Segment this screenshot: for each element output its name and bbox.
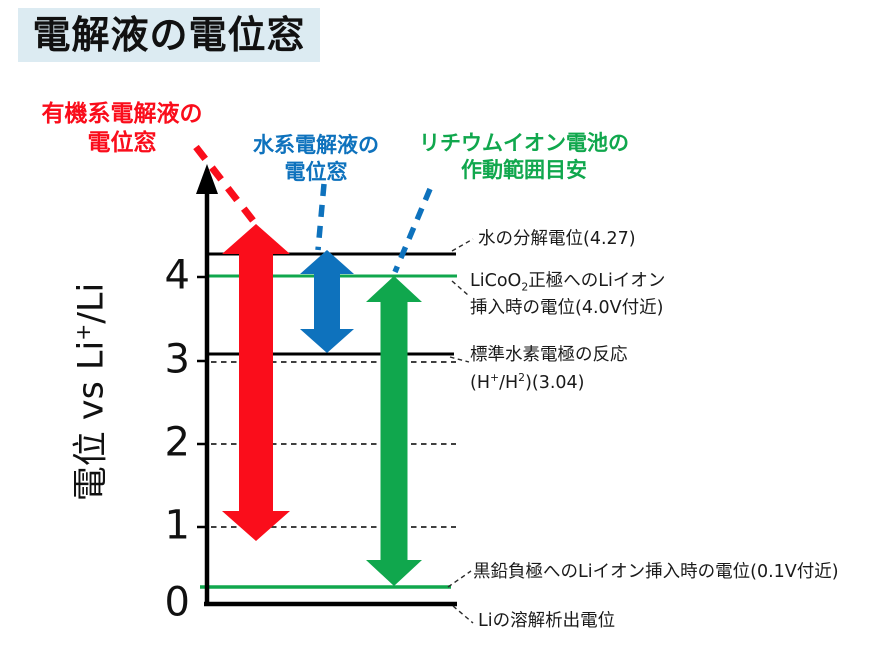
- annotation-graphite: 黒鉛負極へのLiイオン挿入時の電位(0.1V付近): [473, 562, 839, 582]
- annotation-she-line2: (H+/H2)(3.04): [470, 367, 628, 394]
- y-tick-2: 2: [164, 419, 190, 466]
- annotation-licoo2-line1: LiCoO2正極へのLiイオン: [470, 271, 665, 298]
- y-tick-4: 4: [164, 252, 190, 299]
- annotation-licoo2-sub: 2: [521, 280, 529, 294]
- aqueous-window-arrow: [300, 250, 354, 353]
- annotation-li-dissolution: Liの溶解析出電位: [478, 611, 616, 631]
- callout-licoo2: [451, 280, 469, 296]
- legend-organic-line1: 有機系電解液の: [41, 101, 203, 127]
- legend-organic-electrolyte: 有機系電解液の 電位窓: [24, 100, 220, 159]
- annotation-water-decomposition: 水の分解電位(4.27): [478, 229, 636, 249]
- y-tick-1: 1: [164, 502, 190, 549]
- legend-aqueous-line2: 電位窓: [284, 159, 348, 184]
- annotation-she-l2p2: /H: [499, 372, 519, 393]
- legend-aqueous-line1: 水系電解液の: [253, 133, 379, 157]
- callout-graphite: [447, 570, 472, 588]
- annotation-she-sup1: +: [490, 370, 500, 384]
- annotation-licoo2: LiCoO2正極へのLiイオン 挿入時の電位(4.0V付近): [470, 271, 665, 320]
- legend-organic-line2: 電位窓: [87, 130, 157, 157]
- aqueous-leader-dash: [315, 183, 327, 251]
- y-axis-arrowhead-icon: [196, 164, 218, 194]
- page-title: 電解液の電位窓: [18, 8, 320, 62]
- annotation-she-line1: 標準水素電極の反応: [470, 345, 628, 365]
- legend-li-ion-line1: リチウムイオン電池の: [419, 131, 629, 155]
- callout-she: [449, 356, 470, 363]
- y-tick-0: 0: [164, 579, 190, 626]
- annotation-licoo2-p2: 正極へのLiイオン: [528, 271, 666, 291]
- y-axis-title-superscript: +: [70, 323, 95, 341]
- y-axis-title-suffix: /Li: [71, 282, 112, 324]
- annotation-she-sup2: 2: [518, 370, 526, 384]
- y-axis-title: 電位 vs Li+/Li: [63, 283, 114, 501]
- annotation-she: 標準水素電極の反応 (H+/H2)(3.04): [470, 345, 628, 394]
- y-tick-3: 3: [164, 336, 190, 383]
- legend-li-ion-line2: 作動範囲目安: [461, 157, 587, 182]
- callout-li-dissolution: [452, 605, 474, 624]
- organic-window-arrow: [222, 224, 290, 541]
- legend-li-ion-battery: リチウムイオン電池の 作動範囲目安: [410, 130, 638, 184]
- annotation-licoo2-line2: 挿入時の電位(4.0V付近): [470, 298, 664, 318]
- annotation-she-l2p1: (H: [470, 372, 490, 393]
- y-axis-title-prefix: 電位 vs Li: [71, 340, 112, 502]
- li-ion-range-arrow: [366, 276, 422, 586]
- li-ion-leader-dash: [392, 187, 433, 274]
- annotation-she-l2p3: )(3.04): [525, 372, 585, 393]
- annotation-licoo2-p1: LiCoO: [470, 271, 522, 291]
- callout-water-decomposition: [451, 238, 474, 252]
- legend-aqueous-electrolyte: 水系電解液の 電位窓: [238, 132, 394, 186]
